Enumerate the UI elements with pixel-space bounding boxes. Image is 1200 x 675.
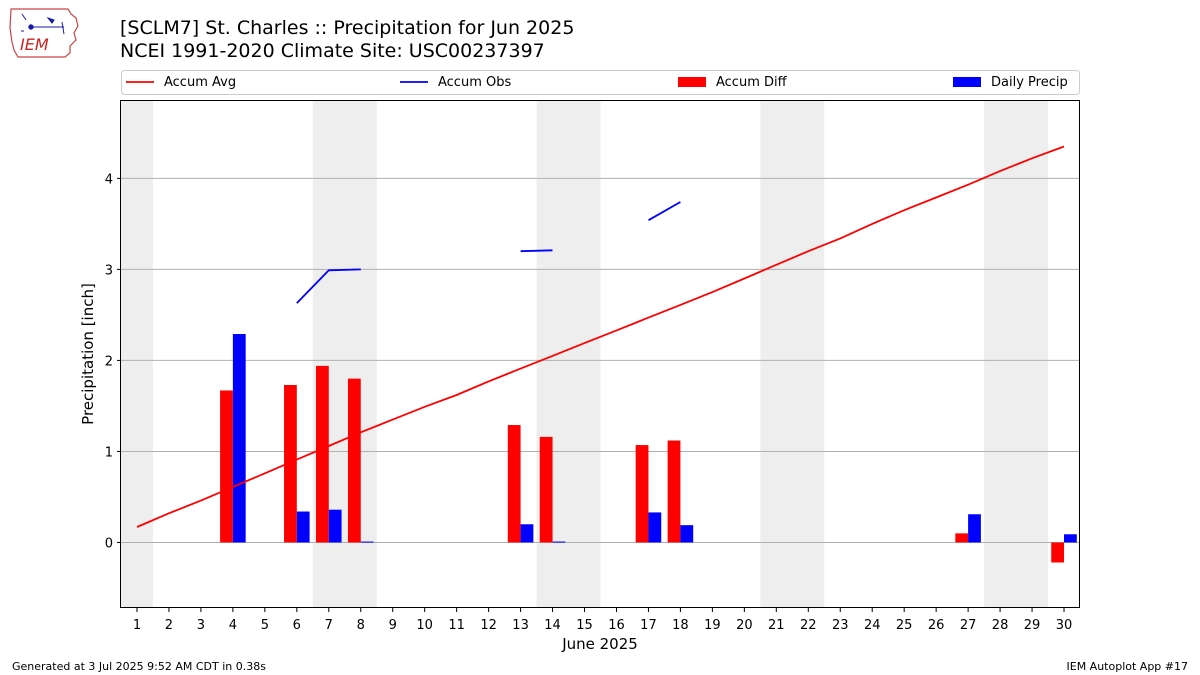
x-tick-label-29: 29: [1024, 618, 1041, 633]
logo-text: IEM: [20, 35, 49, 54]
accum-diff-bar-30: [1051, 542, 1065, 563]
x-tick-label-28: 28: [992, 618, 1009, 633]
generated-timestamp: Generated at 3 Jul 2025 9:52 AM CDT in 0…: [12, 660, 266, 673]
legend-label-2: Accum Diff: [716, 75, 788, 90]
legend-box: [121, 70, 1080, 95]
chart-title: [SCLM7] St. Charles :: Precipitation for…: [120, 17, 575, 39]
y-gridlines: [121, 177, 1080, 543]
accum-diff-bar-17: [635, 445, 649, 543]
accum-diff-bar-14: [539, 436, 553, 543]
daily-precip-bar-27: [968, 514, 981, 543]
accum-diff-bar-4: [220, 390, 233, 543]
accum-avg-line-0: [136, 145, 1065, 528]
y-axis-ticks: 0 1 2 3 4: [105, 172, 121, 551]
x-tick-label-17: 17: [640, 618, 657, 633]
accum-obs-line-2: [648, 201, 681, 221]
app-credit: IEM Autoplot App #17: [1066, 660, 1189, 673]
plot-frame: [120, 100, 1080, 608]
x-tick-label-9: 9: [389, 618, 397, 633]
accum-diff-bar-6: [284, 384, 297, 543]
weekend-shading: [121, 101, 1049, 608]
x-axis-label: June 2025: [561, 635, 638, 653]
legend: Accum Avg Accum Obs Accum Diff Daily Precip: [121, 70, 1080, 95]
x-tick-label-3: 3: [197, 618, 205, 633]
accum-diff-bar-13: [507, 425, 521, 543]
accum-obs-line-1: [520, 249, 553, 253]
x-tick-label-1: 1: [133, 618, 141, 633]
legend-label-0: Accum Avg: [164, 75, 236, 90]
x-tick-label-26: 26: [928, 618, 945, 633]
daily-precip-bar-17: [648, 512, 662, 543]
x-tick-label-19: 19: [704, 618, 721, 633]
y-tick-label-2: 2: [105, 354, 113, 369]
bars: [220, 334, 1077, 563]
x-tick-label-8: 8: [357, 618, 365, 633]
x-tick-label-22: 22: [800, 618, 817, 633]
x-tick-label-7: 7: [325, 618, 333, 633]
daily-precip-bar-4: [232, 334, 246, 543]
daily-precip-bar-8: [360, 541, 374, 543]
daily-precip-bar-7: [328, 509, 342, 543]
lines: [136, 145, 1065, 528]
iem-logo: IEM: [9, 8, 79, 58]
legend-swatch-3: [953, 77, 981, 87]
x-tick-label-16: 16: [608, 618, 625, 633]
y-tick-label-1: 1: [105, 445, 113, 460]
legend-label-1: Accum Obs: [438, 75, 511, 90]
daily-precip-bar-13: [520, 524, 534, 543]
y-tick-label-0: 0: [105, 536, 113, 551]
x-tick-label-13: 13: [512, 618, 529, 633]
y-tick-label-3: 3: [105, 263, 113, 278]
x-tick-label-24: 24: [864, 618, 881, 633]
weather-symbols-icon: [21, 13, 65, 35]
x-tick-label-14: 14: [544, 618, 561, 633]
legend-swatch-2: [678, 77, 706, 87]
x-tick-label-30: 30: [1056, 618, 1073, 633]
x-tick-label-18: 18: [672, 618, 689, 633]
y-axis-label: Precipitation [inch]: [79, 283, 97, 425]
chart-subtitle: NCEI 1991-2020 Climate Site: USC00237397: [120, 40, 545, 62]
x-tick-label-23: 23: [832, 618, 849, 633]
iowa-outline-icon: [9, 8, 79, 58]
accum-diff-bar-8: [347, 378, 361, 543]
x-tick-label-5: 5: [261, 618, 269, 633]
x-tick-label-6: 6: [293, 618, 301, 633]
x-tick-label-11: 11: [448, 618, 465, 633]
daily-precip-bar-14: [552, 541, 566, 543]
weekend-band-4: [984, 101, 1049, 608]
x-tick-label-21: 21: [768, 618, 785, 633]
daily-precip-bar-6: [296, 511, 310, 543]
x-tick-label-20: 20: [736, 618, 753, 633]
daily-precip-bar-30: [1064, 534, 1077, 543]
x-tick-label-12: 12: [480, 618, 497, 633]
accum-diff-bar-27: [955, 533, 969, 543]
accum-diff-bar-7: [315, 365, 329, 543]
x-tick-label-10: 10: [416, 618, 433, 633]
y-tick-label-4: 4: [105, 172, 113, 187]
x-tick-label-4: 4: [229, 618, 237, 633]
accum-diff-bar-18: [667, 440, 681, 543]
accum-obs-line-0: [296, 268, 361, 304]
x-tick-label-15: 15: [576, 618, 593, 633]
x-axis-ticks: 1 2 3 4 5 6 7 8 9 10 11 12 13 14 15 16 17 18 19 20 21 22 23 24 2…: [133, 608, 1072, 633]
x-tick-label-25: 25: [896, 618, 913, 633]
legend-label-3: Daily Precip: [991, 75, 1068, 90]
weekend-band-3: [760, 101, 825, 608]
x-tick-label-27: 27: [960, 618, 977, 633]
x-tick-label-2: 2: [165, 618, 173, 633]
weekend-band-0: [121, 101, 153, 608]
daily-precip-bar-18: [680, 525, 694, 543]
